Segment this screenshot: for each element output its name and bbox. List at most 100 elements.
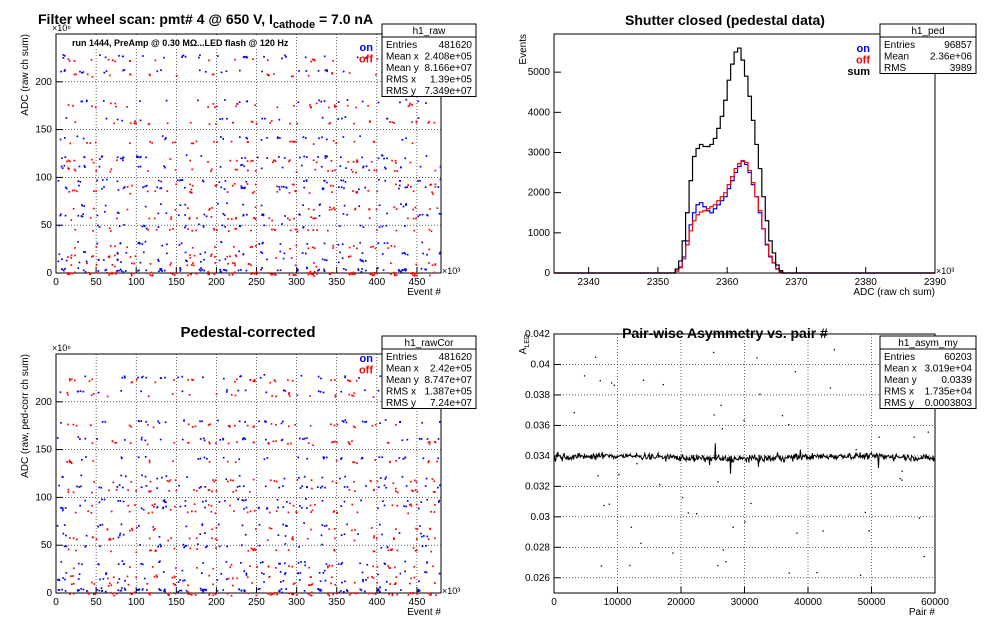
point-off [233, 182, 236, 185]
point-off [91, 378, 94, 381]
point-off [391, 594, 394, 597]
point-on [161, 135, 164, 137]
point-on [417, 180, 419, 182]
point-off [246, 424, 249, 427]
point-on [98, 165, 101, 168]
point-on [343, 204, 346, 207]
point-off [214, 262, 217, 264]
outlier-point [672, 552, 674, 554]
point-off [295, 190, 297, 193]
point-off [254, 169, 257, 172]
point-off [149, 274, 151, 276]
point-on [344, 376, 346, 379]
point-on [300, 561, 302, 563]
point-off [70, 219, 73, 221]
point-on [203, 213, 206, 216]
point-off [233, 262, 236, 265]
point-on [263, 373, 266, 376]
outlier-point [918, 517, 921, 519]
point-on [279, 269, 282, 272]
plot-frame [55, 33, 442, 274]
outlier-point [816, 571, 818, 574]
point-off [167, 539, 170, 542]
point-on [324, 157, 327, 159]
point-on [59, 391, 62, 394]
point-on [322, 456, 325, 459]
point-on [437, 501, 440, 503]
point-off [148, 461, 151, 464]
point-off [153, 505, 155, 508]
point-off [312, 246, 314, 249]
point-on [77, 390, 79, 393]
point-on [204, 251, 207, 254]
stats-label: Mean x [884, 364, 917, 375]
point-off [228, 230, 230, 232]
point-on [365, 269, 367, 272]
point-off [268, 527, 271, 529]
point-off [71, 272, 74, 275]
point-on [96, 214, 99, 217]
point-on [417, 590, 419, 593]
point-off [93, 593, 95, 596]
point-on [405, 137, 407, 139]
point-on [303, 186, 306, 189]
point-off [129, 122, 132, 125]
point-off [73, 159, 76, 162]
point-on [184, 226, 186, 229]
point-on [101, 420, 104, 423]
x-tick-label: 250 [248, 277, 265, 288]
point-off [134, 255, 137, 258]
point-on [220, 271, 223, 273]
point-off [193, 503, 196, 506]
point-on [238, 485, 241, 488]
point-off [148, 490, 151, 493]
point-on [101, 179, 104, 181]
point-on [281, 166, 284, 169]
point-on [100, 587, 103, 589]
point-off [412, 547, 415, 549]
point-off [414, 489, 417, 492]
point-on [299, 505, 301, 507]
point-on [321, 258, 324, 261]
point-off [131, 593, 133, 596]
point-off [226, 592, 229, 595]
point-off [95, 538, 98, 541]
point-off [230, 393, 233, 396]
point-on [359, 562, 361, 565]
point-on [318, 268, 321, 271]
point-off [95, 169, 98, 172]
point-off [336, 441, 339, 444]
point-on [97, 270, 100, 272]
point-on [405, 98, 408, 101]
point-off [432, 565, 434, 568]
point-on [219, 268, 222, 271]
point-off [208, 594, 211, 596]
point-off [273, 379, 276, 381]
point-off [416, 274, 418, 277]
point-off [332, 511, 335, 513]
point-on [401, 475, 404, 478]
point-off [315, 161, 318, 164]
x-tick-label: 2340 [578, 277, 601, 288]
point-on [65, 545, 68, 548]
point-off [190, 191, 193, 194]
point-off [189, 191, 191, 193]
point-on [337, 261, 340, 264]
point-on [301, 252, 304, 254]
point-on [136, 589, 139, 591]
point-off [216, 141, 218, 143]
point-off [288, 565, 290, 567]
point-off [292, 593, 295, 596]
outlier-point [640, 542, 642, 544]
point-off [275, 549, 278, 552]
point-off [296, 122, 298, 125]
point-off [309, 504, 312, 507]
point-on [184, 186, 186, 189]
outlier-point [583, 375, 586, 377]
point-on [385, 224, 388, 227]
point-on [417, 507, 420, 510]
point-on [360, 259, 363, 262]
x-axis-exponent: ×10³ [936, 266, 954, 276]
point-off [193, 254, 196, 257]
point-off [153, 575, 156, 578]
